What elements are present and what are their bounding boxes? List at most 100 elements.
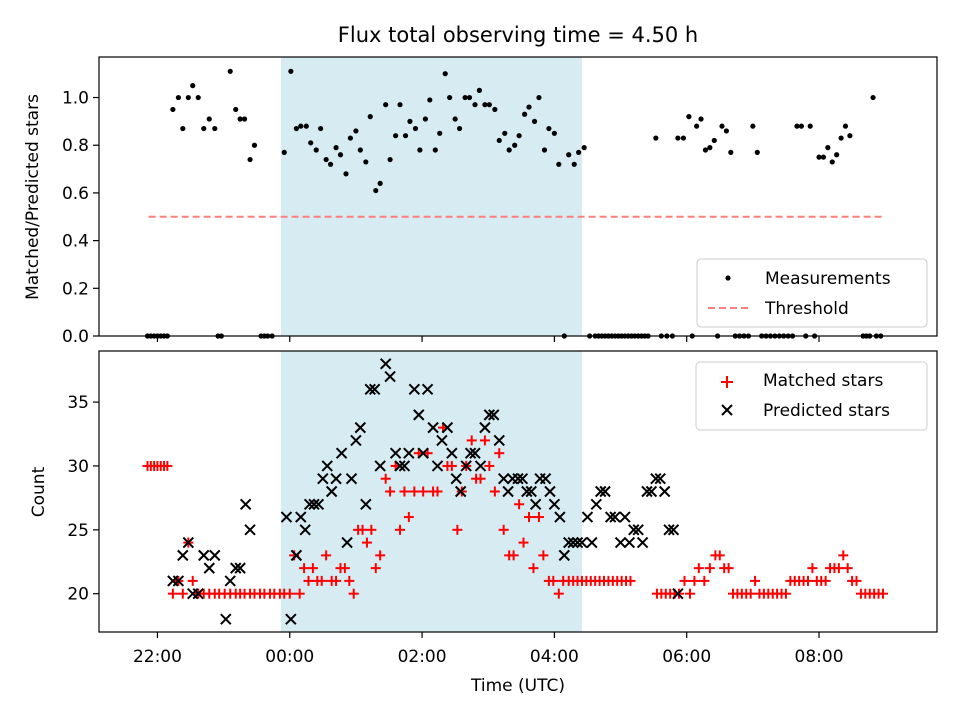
predicted-star-point bbox=[209, 549, 221, 562]
top-x-ticks bbox=[156, 336, 820, 342]
predicted-star-stroke-b bbox=[209, 549, 221, 562]
measurement-point bbox=[417, 147, 423, 153]
measurement-point bbox=[476, 87, 483, 93]
predicted-star-stroke-b bbox=[502, 485, 514, 498]
measurement-point bbox=[496, 137, 502, 144]
measurement-point bbox=[702, 147, 709, 153]
measurement-point bbox=[327, 161, 334, 167]
bottom-axes-frame bbox=[98, 350, 938, 633]
predicted-star-point bbox=[645, 485, 658, 498]
predicted-star-point bbox=[303, 498, 316, 510]
measurements-legend-marker bbox=[725, 275, 731, 281]
predicted-star-point bbox=[312, 498, 325, 510]
predicted-star-stroke-b bbox=[234, 562, 246, 574]
predicted-star-point bbox=[389, 447, 402, 459]
measurement-point bbox=[367, 114, 373, 120]
measurement-point bbox=[175, 94, 181, 101]
matched-legend-marker bbox=[721, 376, 733, 388]
predicted-star-point bbox=[220, 613, 232, 625]
measurement-point bbox=[686, 114, 692, 120]
predicted-star-stroke-b bbox=[384, 370, 396, 383]
matched-star-point bbox=[833, 563, 844, 574]
predicted-star-stroke-b bbox=[474, 460, 487, 472]
measurement-point bbox=[337, 152, 344, 158]
measurement-point bbox=[719, 123, 725, 129]
matched-star-point bbox=[284, 588, 295, 599]
matched-star-point bbox=[321, 550, 332, 561]
measurement-point bbox=[347, 135, 353, 141]
predicted-star-stroke-b bbox=[325, 485, 338, 498]
predicted-star-point bbox=[295, 511, 307, 523]
matched-star-point bbox=[403, 512, 414, 523]
x-axis-label: Time (UTC) bbox=[470, 676, 565, 696]
predicted-star-stroke-b bbox=[554, 511, 566, 523]
predicted-star-stroke-b bbox=[239, 498, 252, 510]
predicted-star-stroke-b bbox=[394, 460, 406, 472]
predicted-star-stroke-b bbox=[431, 460, 444, 472]
measurement-point bbox=[195, 94, 201, 101]
predicted-star-point bbox=[483, 409, 496, 421]
predicted-star-point bbox=[335, 447, 348, 459]
predicted-star-point bbox=[667, 524, 680, 536]
measurement-point bbox=[432, 147, 438, 153]
threshold-legend-label: Threshold bbox=[764, 299, 849, 319]
predicted-star-stroke-b bbox=[539, 473, 552, 485]
bottom-y-tick-label: 35 bbox=[67, 393, 89, 413]
measurements-legend-label: Measurements bbox=[765, 269, 891, 289]
chart-title: Flux total observing time = 4.50 h bbox=[338, 23, 698, 47]
matched-star-point bbox=[316, 575, 327, 586]
measurement-point bbox=[447, 94, 453, 101]
predicted-star-point bbox=[516, 473, 529, 485]
predicted-star-point bbox=[417, 447, 429, 459]
predicted-star-stroke-b bbox=[335, 447, 348, 459]
predicted-star-point bbox=[368, 383, 381, 396]
measurement-point bbox=[653, 135, 659, 141]
top-legend-box bbox=[696, 258, 928, 328]
measurement-point bbox=[323, 156, 329, 163]
predicted-star-point bbox=[244, 524, 256, 536]
measurement-point bbox=[233, 106, 239, 113]
predicted-star-stroke-b bbox=[244, 524, 256, 536]
measurement-point bbox=[427, 97, 433, 103]
predicted-star-point bbox=[469, 447, 481, 459]
measurement-point bbox=[551, 130, 557, 136]
measurement-point bbox=[870, 94, 876, 101]
measurement-point bbox=[754, 149, 760, 155]
measurement-point bbox=[180, 125, 186, 132]
predicted-star-point bbox=[544, 485, 556, 498]
matched-star-point bbox=[745, 588, 756, 599]
predicted-star-stroke-b bbox=[436, 434, 448, 447]
matched-star-point bbox=[838, 550, 849, 561]
matched-star-point bbox=[348, 588, 359, 599]
predicted-star-point bbox=[350, 434, 362, 447]
matched-star-point bbox=[528, 563, 539, 574]
predicted-star-stroke-b bbox=[590, 498, 602, 510]
predicted-star-point bbox=[609, 511, 621, 523]
measurement-point bbox=[723, 128, 729, 134]
predicted-star-point bbox=[345, 473, 358, 485]
measurement-point bbox=[227, 68, 233, 74]
predicted-star-stroke-b bbox=[303, 498, 316, 510]
measurement-point bbox=[288, 68, 294, 74]
predicted-star-stroke-b bbox=[341, 536, 353, 549]
top-legend: Measurements Threshold bbox=[696, 258, 928, 328]
measurement-point bbox=[373, 187, 379, 194]
predicted-star-stroke-b bbox=[581, 511, 594, 523]
bottom-legend-box bbox=[695, 361, 928, 431]
matched-star-point bbox=[409, 486, 420, 497]
predicted-star-stroke-b bbox=[364, 383, 376, 396]
measurement-point bbox=[293, 125, 299, 132]
top-y-tick-label: 0.4 bbox=[62, 232, 89, 252]
predicted-star-point bbox=[558, 549, 571, 562]
predicted-star-stroke-b bbox=[330, 473, 342, 485]
predicted-star-stroke-b bbox=[345, 473, 358, 485]
matched-star-point bbox=[395, 524, 406, 535]
measurement-point bbox=[829, 159, 835, 165]
measurement-point bbox=[333, 145, 339, 151]
predicted-star-stroke-b bbox=[290, 549, 303, 562]
measurement-point bbox=[190, 83, 196, 89]
predicted-star-stroke-b bbox=[374, 460, 386, 472]
measurement-point bbox=[750, 123, 756, 129]
predicted-star-stroke-b bbox=[389, 447, 402, 459]
